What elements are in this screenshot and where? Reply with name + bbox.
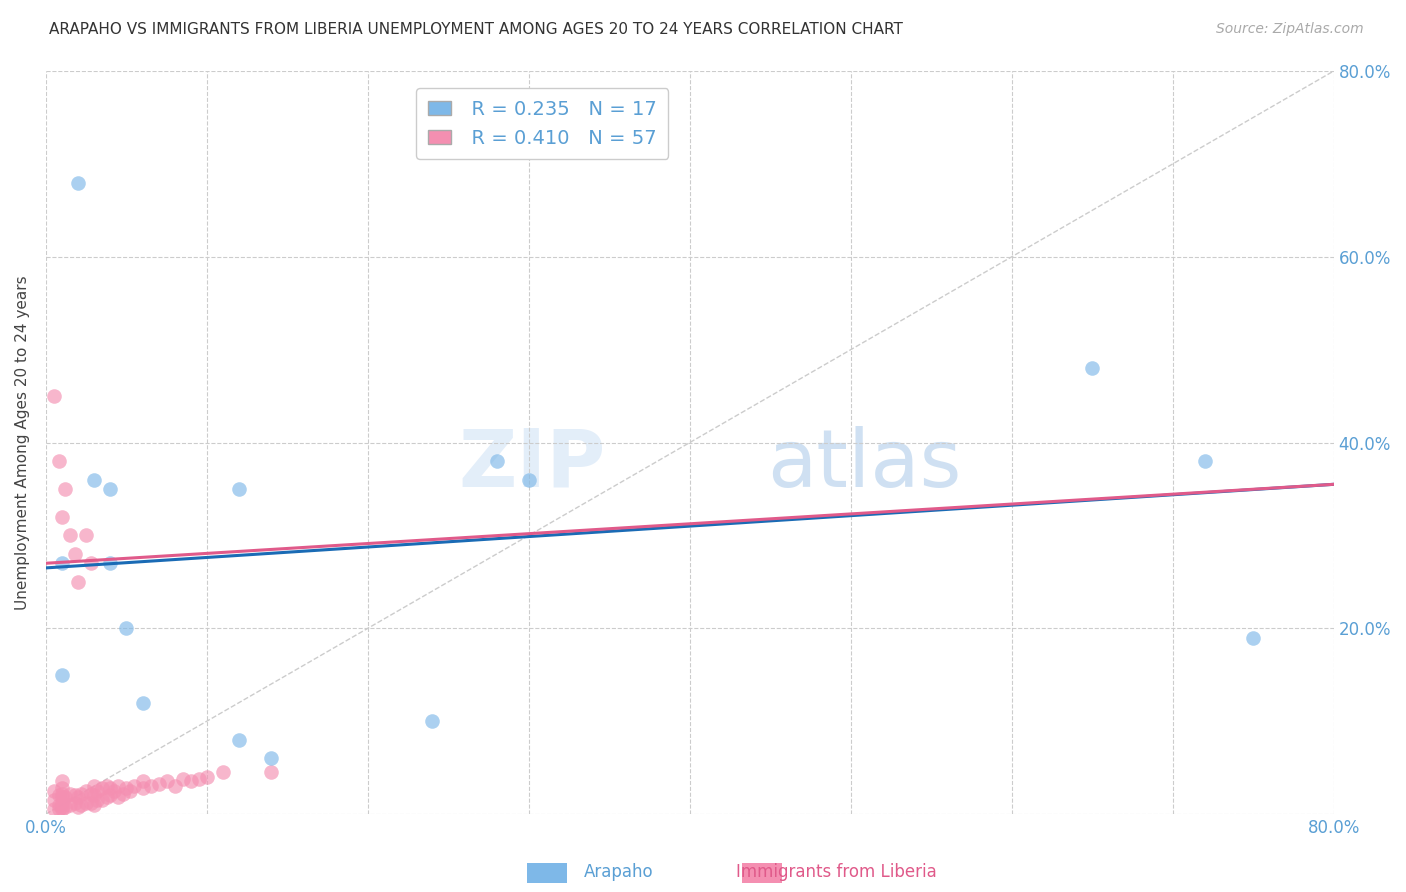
Point <box>172 772 194 786</box>
Point <box>42 802 65 816</box>
Point <box>51 509 73 524</box>
Point <box>98 780 121 795</box>
Point <box>156 774 179 789</box>
Point <box>83 789 105 803</box>
Point <box>131 774 153 789</box>
Point <box>98 789 121 803</box>
Point <box>51 802 73 816</box>
Point <box>63 789 86 803</box>
Point <box>59 797 82 812</box>
Text: ARAPAHO VS IMMIGRANTS FROM LIBERIA UNEMPLOYMENT AMONG AGES 20 TO 24 YEARS CORREL: ARAPAHO VS IMMIGRANTS FROM LIBERIA UNEMP… <box>49 22 903 37</box>
Point <box>485 454 508 468</box>
Point <box>103 784 125 798</box>
Point <box>75 796 97 810</box>
Point <box>420 714 443 728</box>
Point <box>195 770 218 784</box>
Point <box>53 799 76 814</box>
Point <box>517 473 540 487</box>
Point <box>42 793 65 807</box>
Point <box>163 779 186 793</box>
Point <box>107 779 129 793</box>
Point <box>70 797 93 812</box>
Point <box>51 774 73 789</box>
Point <box>80 556 103 570</box>
Point <box>48 797 70 812</box>
Point <box>53 790 76 805</box>
Point <box>51 790 73 805</box>
Point <box>53 482 76 496</box>
Point <box>80 787 103 801</box>
Point <box>63 796 86 810</box>
Point <box>51 780 73 795</box>
Point <box>212 765 235 780</box>
Point <box>1194 454 1216 468</box>
Point <box>51 667 73 681</box>
Point <box>63 547 86 561</box>
Text: atlas: atlas <box>768 425 962 504</box>
Point <box>115 621 138 635</box>
Point <box>48 789 70 803</box>
Point <box>59 787 82 801</box>
Point <box>260 751 283 765</box>
Point <box>75 784 97 798</box>
Point <box>83 779 105 793</box>
Point <box>42 389 65 403</box>
Point <box>80 796 103 810</box>
Point <box>48 454 70 468</box>
Point <box>91 793 114 807</box>
Point <box>98 482 121 496</box>
Point <box>115 780 138 795</box>
Point <box>67 790 90 805</box>
Point <box>75 528 97 542</box>
Point <box>86 793 108 807</box>
Text: Immigrants from Liberia: Immigrants from Liberia <box>737 863 936 881</box>
Point <box>86 784 108 798</box>
Point <box>51 787 73 801</box>
Text: Arapaho: Arapaho <box>583 863 654 881</box>
Point <box>228 482 250 496</box>
Point <box>260 765 283 780</box>
Point <box>96 779 118 793</box>
Point <box>1241 631 1264 645</box>
Point <box>48 802 70 816</box>
Point <box>131 780 153 795</box>
Text: Source: ZipAtlas.com: Source: ZipAtlas.com <box>1216 22 1364 37</box>
Point <box>91 780 114 795</box>
Point <box>51 556 73 570</box>
Point <box>59 528 82 542</box>
Point <box>98 556 121 570</box>
Point <box>107 790 129 805</box>
Point <box>131 696 153 710</box>
Point <box>67 176 90 190</box>
Point <box>83 797 105 812</box>
Point <box>96 790 118 805</box>
Point <box>180 774 202 789</box>
Legend:   R = 0.235   N = 17,   R = 0.410   N = 57: R = 0.235 N = 17, R = 0.410 N = 57 <box>416 88 668 160</box>
Point <box>67 799 90 814</box>
Point <box>187 772 209 786</box>
Point <box>228 732 250 747</box>
Y-axis label: Unemployment Among Ages 20 to 24 years: Unemployment Among Ages 20 to 24 years <box>15 276 30 610</box>
Text: ZIP: ZIP <box>458 425 606 504</box>
Point <box>51 796 73 810</box>
Point <box>148 777 170 791</box>
Point <box>118 784 141 798</box>
Point <box>124 779 146 793</box>
Point <box>51 799 73 814</box>
Point <box>42 784 65 798</box>
Point <box>1081 361 1104 376</box>
Point <box>112 787 135 801</box>
Point <box>83 473 105 487</box>
Point <box>70 787 93 801</box>
Point <box>139 779 162 793</box>
Point <box>67 574 90 589</box>
